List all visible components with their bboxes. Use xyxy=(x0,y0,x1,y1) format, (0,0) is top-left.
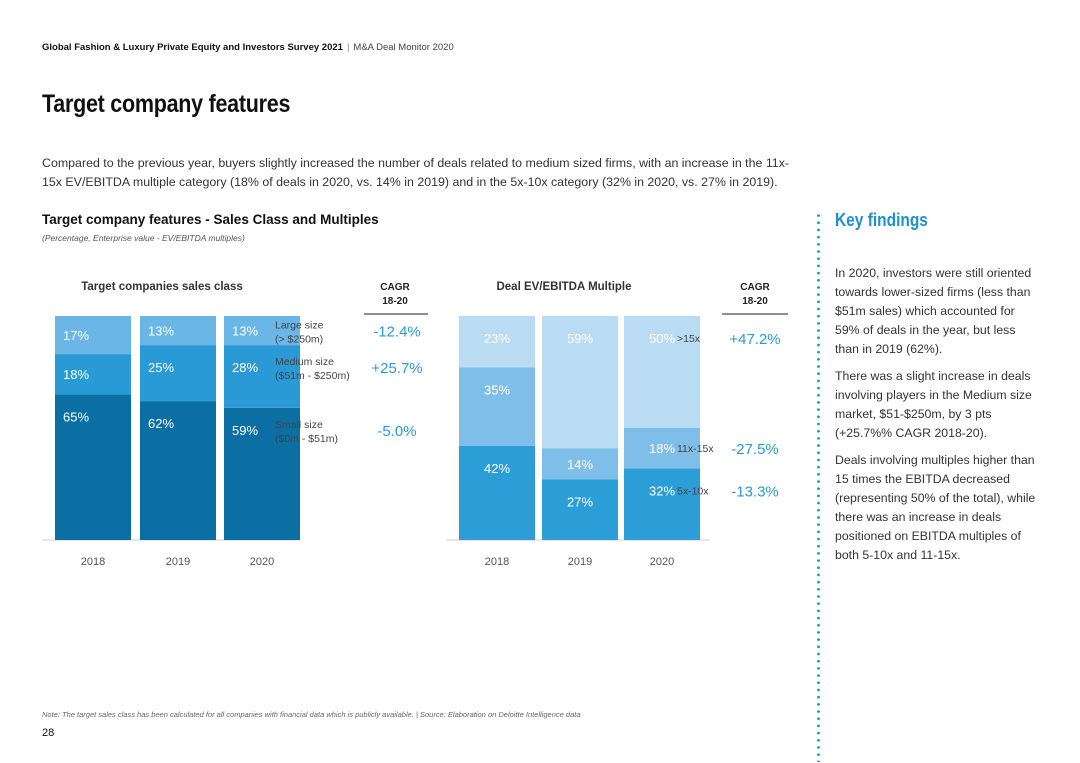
bar-value-label: 23% xyxy=(484,331,510,346)
bar-value-label: 32% xyxy=(649,483,675,498)
key-findings-title: Key findings xyxy=(835,210,928,230)
series-label: >15x xyxy=(677,333,701,345)
series-label-range: ($0m - $51m) xyxy=(275,433,338,445)
bar-value-label: 18% xyxy=(649,441,675,456)
chart-title: Target companies sales class xyxy=(81,281,243,293)
series-label: Medium size xyxy=(275,356,334,368)
header-separator: | xyxy=(346,42,350,53)
bar-value-label: 13% xyxy=(148,324,174,339)
bar-value-label: 17% xyxy=(63,328,89,343)
x-tick-label: 2018 xyxy=(485,556,509,568)
bar-value-label: 14% xyxy=(567,457,593,472)
report-title: Global Fashion & Luxury Private Equity a… xyxy=(42,42,343,53)
series-label-range: (> $250m) xyxy=(275,334,323,346)
key-finding-paragraph: In 2020, investors were still oriented t… xyxy=(835,266,1032,356)
cagr-header: CAGR xyxy=(740,282,770,293)
bar-value-label: 27% xyxy=(567,495,593,510)
bar-segment xyxy=(55,316,131,355)
cagr-value: +25.7% xyxy=(371,360,422,377)
cagr-value: -13.3% xyxy=(731,483,779,500)
bar-value-label: 28% xyxy=(232,360,258,375)
bar-segment xyxy=(459,367,535,446)
cagr-value: -12.4% xyxy=(373,324,421,341)
x-tick-label: 2018 xyxy=(81,556,105,568)
page-number: 28 xyxy=(42,727,55,739)
bar-segment xyxy=(459,445,535,540)
dotted-divider xyxy=(817,212,820,762)
bar-segment xyxy=(140,345,216,402)
intro-text: Compared to the previous year, buyers sl… xyxy=(42,156,790,189)
bar-value-label: 42% xyxy=(484,461,510,476)
charts-area: Target companies sales class CAGR 18-20 65%… xyxy=(42,281,788,568)
page-title: Target company features xyxy=(42,90,291,118)
x-tick-label: 2020 xyxy=(250,556,274,568)
bar-segment xyxy=(224,407,300,540)
bar-segment xyxy=(542,316,618,449)
series-label: 5x-10x xyxy=(677,485,709,497)
bar-value-label: 59% xyxy=(567,331,593,346)
bar-segment xyxy=(459,316,535,368)
bar-segment xyxy=(55,354,131,395)
bar-value-label: 18% xyxy=(63,367,89,382)
series-label-range: ($51m - $250m) xyxy=(275,370,350,382)
key-finding-paragraph: Deals involving multiples higher than 15… xyxy=(835,453,1036,562)
bar-segment xyxy=(624,316,700,428)
bar-segment xyxy=(140,401,216,540)
x-tick-label: 2020 xyxy=(650,556,674,568)
bar-value-label: 35% xyxy=(484,383,510,398)
report-header: Global Fashion & Luxury Private Equity a… xyxy=(42,42,454,53)
cagr-value: +47.2% xyxy=(729,331,780,348)
series-label: Small size xyxy=(275,419,323,431)
x-tick-label: 2019 xyxy=(568,556,592,568)
series-label: Large size xyxy=(275,320,324,332)
x-tick-label: 2019 xyxy=(166,556,190,568)
bar-value-label: 65% xyxy=(63,409,89,424)
footnote: Note: The target sales class has been ca… xyxy=(42,710,581,719)
bar-segment xyxy=(624,428,700,469)
figure-subtitle: (Percentage, Enterprise value - EV/EBITD… xyxy=(42,233,245,243)
chart-title: Deal EV/EBITDA Multiple xyxy=(496,281,631,293)
bar-value-label: 62% xyxy=(148,416,174,431)
cagr-header-period: 18-20 xyxy=(382,296,408,307)
cagr-header-period: 18-20 xyxy=(742,296,768,307)
bar-segment xyxy=(140,316,216,346)
cagr-value: -5.0% xyxy=(377,423,416,440)
bar-value-label: 13% xyxy=(232,324,258,339)
report-subtitle: M&A Deal Monitor 2020 xyxy=(353,42,454,53)
key-findings-body: In 2020, investors were still oriented t… xyxy=(835,264,1040,573)
series-label: 11x-15x xyxy=(677,443,714,455)
cagr-header: CAGR xyxy=(380,282,410,293)
bar-value-label: 59% xyxy=(232,423,258,438)
bar-segment xyxy=(542,479,618,540)
key-finding-paragraph: There was a slight increase in deals inv… xyxy=(835,369,1032,440)
bar-segment xyxy=(224,316,300,346)
bar-value-label: 25% xyxy=(148,360,174,375)
bar-segment xyxy=(542,448,618,480)
figure-title: Target company features - Sales Class an… xyxy=(42,212,379,227)
bar-segment xyxy=(224,345,300,408)
cagr-value: -27.5% xyxy=(731,441,779,458)
bar-value-label: 50% xyxy=(649,331,675,346)
bar-segment xyxy=(624,468,700,540)
bar-segment xyxy=(55,394,131,540)
